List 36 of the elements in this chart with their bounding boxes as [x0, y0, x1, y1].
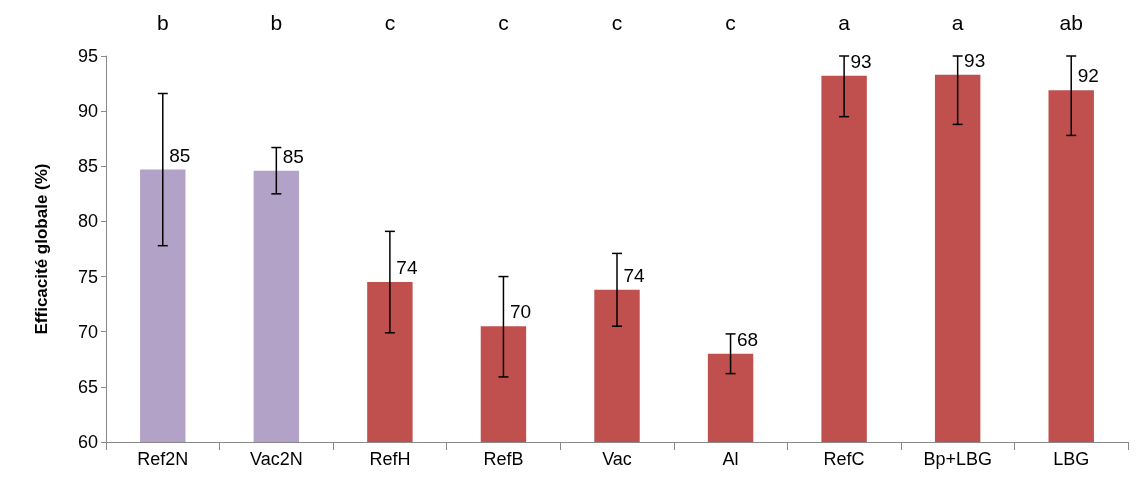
x-tick-label: Vac	[602, 449, 632, 469]
data-label: 85	[282, 145, 304, 167]
y-tick-label: 75	[77, 266, 98, 287]
data-label: 68	[736, 328, 759, 350]
y-tick-label: 65	[77, 376, 98, 397]
text: b	[156, 11, 169, 34]
text: ab	[1059, 11, 1083, 34]
x-tick-label: Ref2N	[137, 449, 189, 469]
text: c	[611, 11, 623, 34]
data-label: 92	[1077, 65, 1099, 87]
x-tick-label: RefH	[369, 449, 411, 469]
y-tick-label: 95	[77, 46, 98, 66]
data-label: 74	[623, 264, 645, 286]
data-label: 70	[509, 301, 532, 323]
data-label: 93	[850, 50, 872, 72]
text: b	[270, 11, 283, 34]
data-label: 74	[396, 257, 418, 279]
x-tick-label: Al	[722, 449, 739, 469]
text: c	[725, 11, 736, 34]
x-tick-label: Vac2N	[249, 449, 303, 469]
y-axis-title: Efficacité globale (%)	[32, 163, 51, 335]
text: c	[384, 11, 396, 34]
data-label: 85	[169, 144, 191, 166]
y-tick-label: 80	[77, 211, 98, 232]
data-label: 93	[964, 49, 986, 71]
text: a	[838, 11, 851, 34]
x-tick-label: Bp+LBG	[923, 449, 992, 469]
text: c	[498, 11, 509, 34]
y-tick-label: 60	[77, 432, 98, 452]
y-tick-label: 85	[77, 156, 98, 177]
x-tick-label: RefC	[823, 449, 865, 469]
y-tick-label: 90	[77, 101, 98, 122]
x-tick-label: LBG	[1053, 449, 1090, 469]
text: a	[951, 11, 964, 34]
x-tick-label: RefB	[483, 449, 524, 469]
y-tick-label: 70	[77, 321, 98, 342]
